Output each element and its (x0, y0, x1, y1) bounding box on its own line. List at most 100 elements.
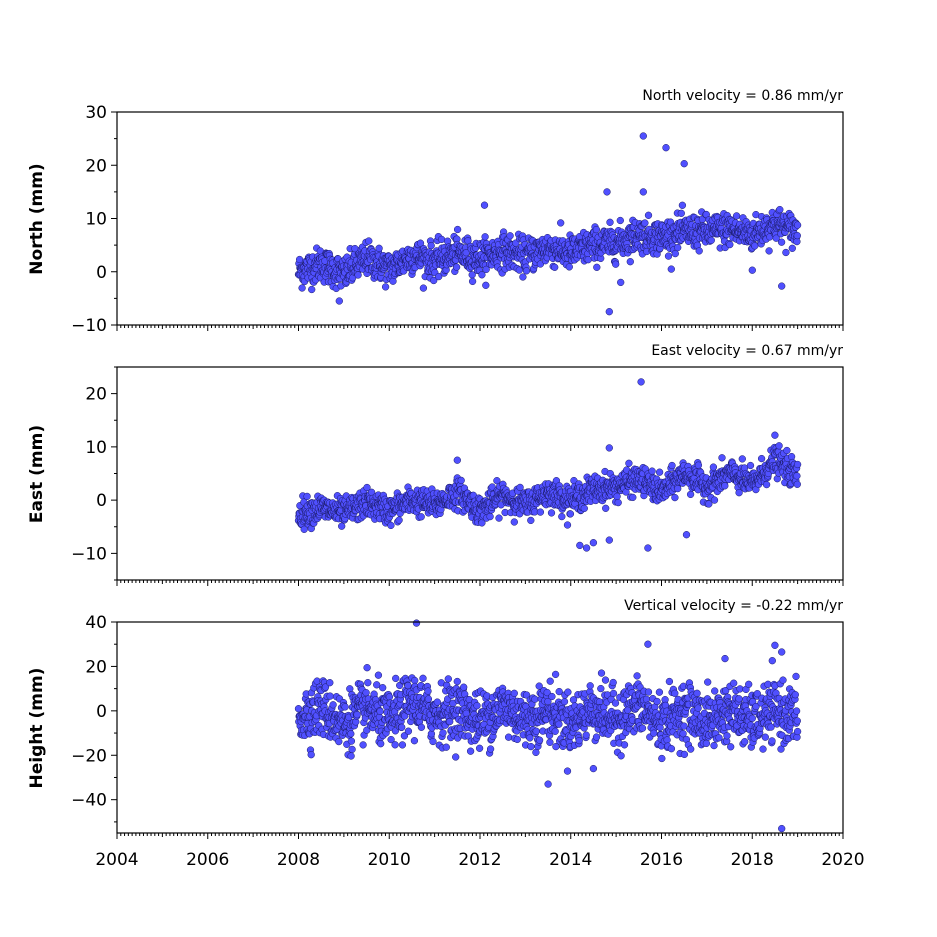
outlier-point (639, 132, 647, 140)
data-point (294, 705, 303, 713)
data-point (620, 741, 629, 749)
data-point (677, 209, 685, 217)
data-point (373, 681, 381, 689)
data-point (768, 737, 776, 745)
data-point (395, 516, 403, 524)
data-point (741, 738, 749, 746)
data-point (738, 455, 746, 463)
data-point (419, 674, 427, 682)
data-point (430, 276, 438, 285)
data-point (710, 741, 718, 750)
data-point (626, 258, 634, 266)
data-point (793, 480, 801, 488)
data-point (614, 498, 622, 507)
data-point (551, 670, 560, 679)
data-point (353, 711, 361, 719)
data-point (671, 689, 679, 697)
data-point (416, 239, 425, 247)
data-point (513, 735, 521, 744)
data-point (427, 241, 435, 250)
data-point (655, 688, 664, 696)
plot-area-north: 30 20 10 0 −10 (71, 103, 844, 336)
plot-area-east: 20 10 0 −10 (71, 366, 844, 586)
data-point (671, 493, 679, 502)
outlier-point (480, 201, 489, 209)
data-point (417, 723, 426, 731)
data-point (793, 231, 801, 240)
data-point (612, 260, 620, 268)
frame-north (116, 111, 844, 326)
data-point (424, 695, 433, 703)
outlier-point (544, 780, 552, 788)
data-point (597, 684, 605, 693)
data-point (551, 263, 559, 271)
data-point (515, 266, 523, 274)
data-point (482, 281, 490, 289)
data-point (300, 525, 308, 533)
data-point (547, 509, 556, 517)
data-point (565, 263, 573, 271)
outlier-point (662, 144, 670, 152)
data-point (419, 284, 428, 292)
data-point (400, 732, 409, 740)
data-point (611, 699, 620, 707)
data-point (385, 693, 394, 701)
data-point (532, 727, 540, 735)
data-point (363, 664, 371, 672)
data-point (535, 736, 544, 744)
data-point (452, 753, 460, 761)
x-tick-label: 2018 (731, 850, 774, 870)
data-point (516, 483, 524, 492)
data-point (536, 508, 545, 516)
data-point (606, 218, 614, 226)
y-tick-label: 20 (85, 657, 107, 677)
data-point (668, 461, 676, 470)
data-point (359, 741, 367, 749)
outlier-point (412, 619, 421, 627)
x-tick-label: 2010 (368, 850, 411, 870)
data-point (718, 454, 726, 462)
data-point (648, 467, 656, 475)
data-point (457, 476, 465, 485)
data-point (435, 272, 443, 281)
data-point (566, 510, 575, 518)
data-point (658, 754, 666, 763)
data-point (761, 733, 769, 741)
data-point (665, 677, 674, 686)
data-point (664, 252, 673, 260)
data-point (482, 265, 490, 274)
data-point (522, 267, 531, 275)
x-tick-label: 2020 (821, 850, 864, 870)
data-point (495, 514, 503, 522)
data-point (625, 459, 633, 467)
data-point (437, 235, 446, 244)
data-point (452, 263, 461, 271)
data-point (748, 714, 756, 722)
panel-title-north: North velocity = 0.86 mm/yr (642, 88, 843, 104)
data-point (481, 233, 489, 241)
data-point (429, 737, 437, 746)
data-point (759, 745, 767, 753)
data-point (746, 461, 755, 470)
outlier-point (778, 824, 786, 833)
data-point (462, 249, 470, 257)
panel-title-east: East velocity = 0.67 mm/yr (651, 343, 843, 359)
data-point (762, 480, 771, 489)
data-point (564, 688, 572, 696)
data-point (308, 285, 316, 294)
data-point (644, 688, 653, 696)
data-point (629, 493, 637, 502)
x-tick-label: 2008 (277, 850, 320, 870)
outlier-point (771, 641, 779, 649)
data-point (486, 745, 495, 753)
y-tick-label: 20 (85, 156, 107, 176)
x-tick-label: 2016 (640, 850, 683, 870)
data-point (732, 212, 741, 220)
x-tick-label: 2004 (95, 850, 138, 870)
data-point (586, 682, 594, 690)
data-point (548, 692, 556, 701)
data-point (363, 483, 371, 492)
data-point (776, 205, 784, 214)
data-point (417, 513, 425, 521)
